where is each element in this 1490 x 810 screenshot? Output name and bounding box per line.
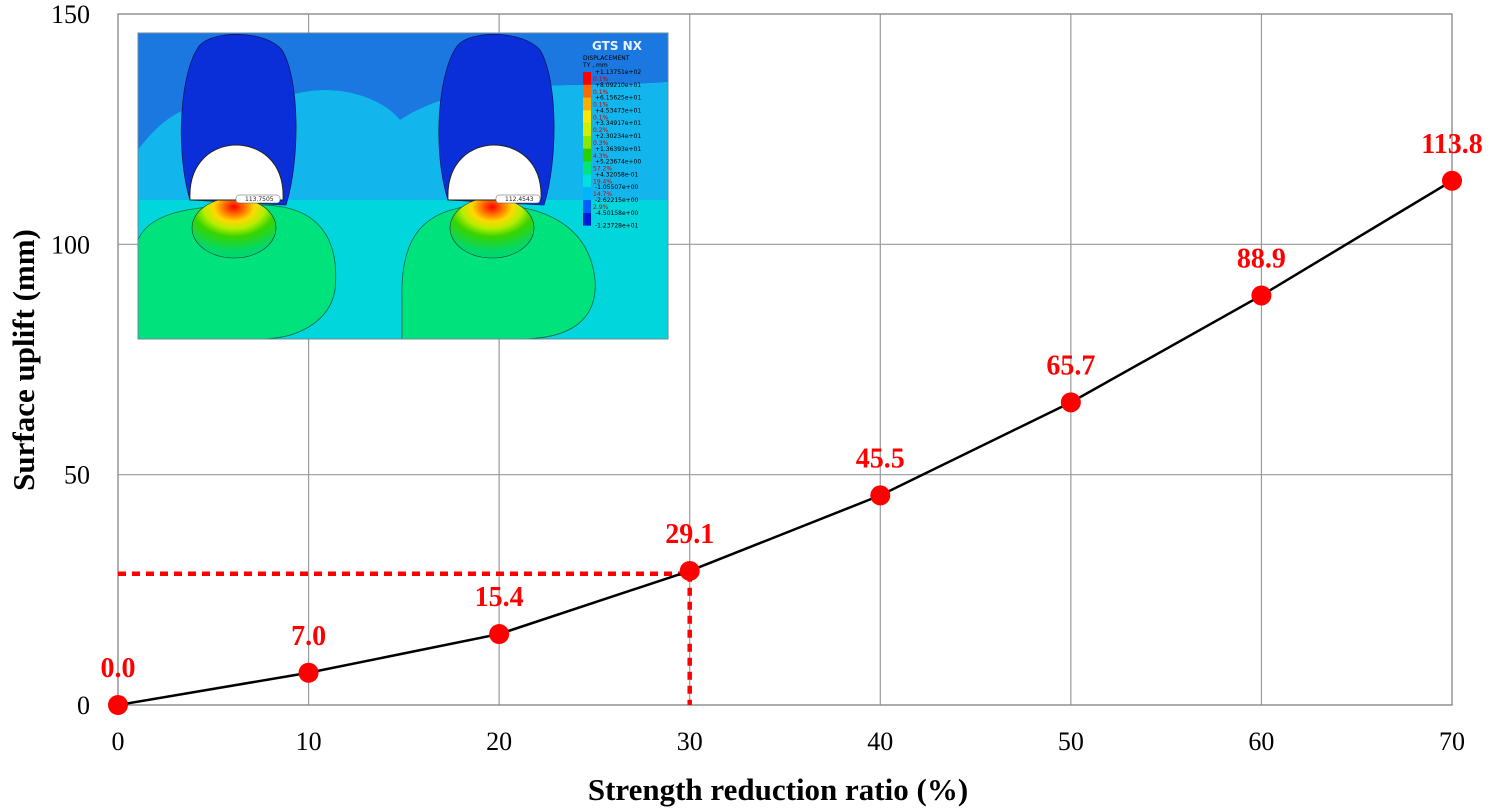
inset-tag-right: 112.4543 (505, 196, 534, 203)
legend-percent: 14.7% (593, 191, 612, 198)
legend-swatch (583, 161, 591, 175)
legend-swatch (583, 200, 591, 213)
data-point (1060, 392, 1081, 413)
y-tick-label: 150 (51, 0, 90, 29)
legend-value: +4.32058e-01 (595, 171, 639, 178)
y-tick-label: 0 (77, 691, 90, 720)
inset-brand-logo: GTS NX (592, 39, 643, 53)
legend-swatch (583, 123, 591, 136)
data-label: 45.5 (856, 443, 905, 474)
y-tick-labels: 0 50 100 150 (51, 0, 90, 720)
x-tick-labels: 0 10 20 30 40 50 60 70 (112, 727, 1466, 756)
legend-percent: 0.1% (593, 114, 609, 121)
inset-soil-right (401, 204, 596, 339)
inset-tunnel-right (447, 144, 542, 201)
legend-swatch (583, 148, 591, 162)
legend-swatch (583, 174, 591, 188)
data-point (870, 485, 891, 506)
data-point (1251, 285, 1272, 306)
legend-value: +5.23674e+00 (595, 159, 641, 166)
legend-value: +2.30234e+01 (595, 133, 641, 140)
legend-percent: 19.4% (593, 178, 612, 185)
legend-swatch (583, 136, 591, 149)
inset-hotspot-left (191, 197, 277, 259)
legend-value: +6.15625e+01 (595, 95, 641, 102)
y-tick-label: 50 (64, 461, 90, 490)
legend-value: +3.34917e+01 (595, 120, 641, 127)
legend-swatch (583, 72, 591, 85)
data-point (679, 560, 700, 581)
legend-swatch (583, 110, 591, 124)
inset-legend-title: DISPLACEMENT (583, 55, 630, 62)
displacement-contour-inset: 113.7505 112.4543 GTS NX DISPLACEMENT TY… (137, 32, 669, 340)
reference-lines (118, 571, 692, 705)
series-line (117, 179, 1453, 707)
y-tick-label: 100 (51, 230, 90, 259)
inset-legend-unit: TY , mm (582, 62, 608, 69)
legend-value: +1.13751e+02 (595, 69, 641, 76)
inset-soil-left (138, 204, 337, 339)
data-label: 15.4 (475, 582, 524, 613)
legend-value: +4.53473e+01 (595, 107, 641, 114)
legend-swatch (583, 84, 591, 98)
data-label: 7.0 (291, 621, 326, 652)
x-tick-label: 20 (486, 727, 512, 756)
legend-percent: 0.1% (593, 89, 609, 96)
legend-percent: 0.2% (593, 127, 609, 134)
legend-percent: 57.2% (593, 166, 612, 173)
series-line-group (117, 179, 1453, 707)
legend-percent: 4.3% (593, 153, 609, 160)
x-tick-label: 30 (677, 727, 703, 756)
y-axis-title: Surface uplift (mm) (6, 229, 41, 491)
legend-swatch (583, 97, 591, 111)
data-label: 88.9 (1237, 243, 1286, 274)
legend-value: -2.62215e+00 (595, 197, 639, 204)
plot-frame (117, 13, 1453, 706)
x-tick-label: 0 (112, 727, 125, 756)
data-label: 65.7 (1046, 350, 1095, 381)
legend-value: -1.23728e+01 (595, 223, 639, 230)
data-labels-group: 0.0 7.0 15.4 29.1 45.5 65.7 88.9 113.8 (101, 129, 1483, 684)
inset-hotspot-right (449, 197, 535, 259)
legend-value: +1.36393e+01 (595, 146, 641, 153)
x-tick-label: 40 (867, 727, 893, 756)
x-tick-label: 10 (296, 727, 322, 756)
markers-group (108, 170, 1462, 715)
legend-percent: 0.1% (593, 76, 609, 83)
data-label: 0.0 (101, 653, 136, 684)
x-axis-title: Strength reduction ratio (%) (588, 772, 968, 807)
inset-legend: +1.13751e+02 +8.09210e+01 +6.15625e+01 +4.5… (583, 69, 641, 230)
x-tick-label: 70 (1439, 727, 1465, 756)
legend-swatch (583, 187, 591, 200)
x-tick-label: 60 (1248, 727, 1274, 756)
data-point (298, 662, 319, 683)
data-label: 113.8 (1421, 129, 1482, 160)
x-tick-label: 50 (1058, 727, 1084, 756)
data-point (1442, 170, 1462, 191)
legend-percent: 0.3% (593, 140, 609, 147)
data-label: 29.1 (665, 519, 714, 550)
legend-value: -1.05507e+00 (595, 184, 639, 191)
legend-swatch (583, 212, 591, 226)
data-point (108, 695, 128, 715)
data-point (489, 624, 510, 645)
legend-value: -4.50158e+00 (595, 210, 639, 217)
inset-tag-left: 113.7505 (245, 196, 274, 203)
legend-percent: 2.9% (593, 204, 609, 211)
inset-tunnel-left (189, 144, 284, 201)
legend-value: +8.09210e+01 (595, 82, 641, 89)
legend-percent: 0.1% (593, 102, 609, 109)
